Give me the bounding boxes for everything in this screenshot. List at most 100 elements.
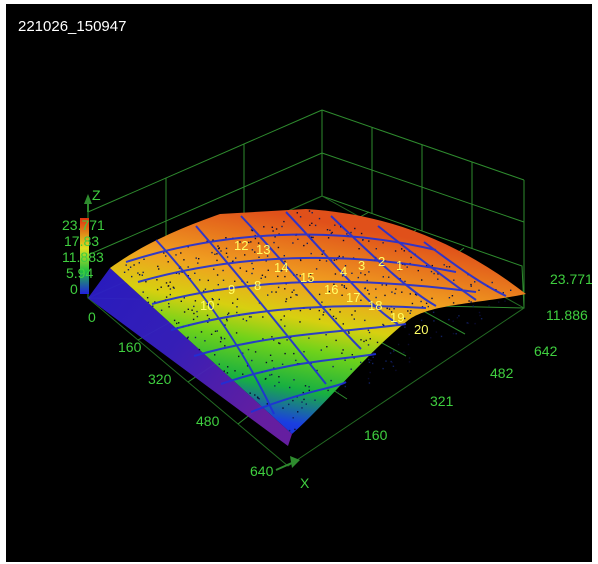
x-tick: 0	[88, 309, 96, 325]
z-axis-label: Z	[92, 187, 101, 203]
point-speckle	[245, 270, 248, 272]
point-speckle	[364, 319, 366, 322]
point-speckle	[290, 296, 292, 299]
cell-label: 18	[368, 298, 382, 313]
point-speckle	[409, 293, 411, 295]
point-speckle	[278, 376, 280, 378]
point-speckle	[178, 322, 180, 324]
point-speckle	[213, 268, 215, 270]
point-speckle	[227, 313, 229, 316]
point-speckle	[452, 320, 454, 322]
point-speckle	[183, 297, 185, 299]
point-cloud-3d-plot[interactable]: 10 9 8 12 14 15 16 17 18 19 20 13 4 3 2 …	[6, 4, 592, 562]
point-speckle	[382, 242, 384, 244]
point-speckle	[262, 338, 264, 340]
point-speckle	[334, 224, 336, 226]
point-speckle	[160, 309, 163, 311]
point-speckle	[143, 258, 145, 260]
point-speckle	[389, 352, 392, 354]
point-speckle	[284, 275, 286, 278]
point-speckle	[168, 306, 170, 308]
point-speckle	[334, 273, 337, 275]
point-speckle	[266, 255, 269, 257]
point-speckle	[340, 226, 342, 228]
point-speckle	[247, 348, 250, 351]
point-speckle	[204, 288, 207, 290]
point-speckle	[262, 316, 264, 318]
point-speckle	[273, 367, 275, 369]
point-speckle	[183, 259, 185, 261]
point-speckle	[265, 361, 268, 364]
point-speckle	[248, 316, 251, 318]
point-speckle	[360, 361, 362, 364]
point-speckle	[351, 272, 353, 274]
point-speckle	[333, 283, 335, 285]
point-speckle	[275, 291, 277, 293]
y-tick: 482	[490, 365, 514, 381]
point-speckle	[364, 287, 366, 290]
point-speckle	[425, 302, 428, 305]
point-speckle	[409, 312, 411, 314]
point-speckle	[504, 300, 506, 302]
point-speckle	[289, 309, 292, 311]
point-speckle	[479, 314, 481, 317]
point-speckle	[299, 309, 302, 312]
point-speckle	[327, 389, 329, 392]
point-speckle	[345, 287, 348, 290]
point-speckle	[448, 266, 451, 268]
point-speckle	[285, 298, 288, 300]
point-speckle	[250, 316, 252, 318]
point-speckle	[342, 256, 344, 258]
point-speckle	[456, 317, 459, 319]
point-speckle	[283, 315, 285, 317]
point-speckle	[381, 284, 383, 286]
point-speckle	[322, 314, 324, 316]
point-speckle	[169, 281, 171, 283]
point-speckle	[309, 308, 311, 310]
point-speckle	[472, 305, 474, 307]
point-speckle	[271, 336, 273, 338]
point-cloud-viewport[interactable]: 221026_150947	[6, 4, 592, 562]
point-speckle	[351, 314, 353, 316]
point-speckle	[427, 305, 429, 308]
x-axis-label: X	[300, 475, 310, 491]
point-speckle	[309, 273, 312, 275]
point-speckle	[328, 290, 330, 293]
point-speckle	[242, 318, 244, 320]
point-speckle	[399, 278, 401, 280]
point-speckle	[260, 277, 262, 279]
point-speckle	[158, 268, 160, 270]
point-speckle	[375, 296, 377, 299]
point-speckle	[388, 308, 391, 310]
point-speckle	[223, 370, 225, 372]
point-speckle	[296, 274, 298, 276]
point-speckle	[264, 276, 267, 278]
cell-label: 17	[346, 290, 360, 305]
point-speckle	[310, 279, 312, 281]
point-speckle	[318, 293, 321, 296]
point-speckle	[283, 220, 285, 223]
point-speckle	[338, 255, 340, 257]
point-speckle	[265, 377, 267, 380]
point-speckle	[194, 336, 197, 339]
point-speckle	[403, 351, 405, 354]
point-speckle	[220, 250, 222, 252]
point-speckle	[365, 339, 367, 342]
point-speckle	[474, 322, 476, 325]
point-speckle	[364, 274, 366, 276]
point-speckle	[133, 264, 135, 266]
cell-label: 14	[274, 260, 288, 275]
point-speckle	[256, 396, 259, 398]
point-speckle	[510, 289, 512, 291]
point-speckle	[437, 278, 439, 280]
point-speckle	[341, 284, 343, 286]
point-speckle	[220, 338, 223, 340]
point-speckle	[191, 309, 193, 311]
point-speckle	[498, 301, 500, 303]
point-speckle	[257, 397, 259, 399]
point-speckle	[172, 286, 175, 288]
z-tick: 23.771	[550, 271, 592, 287]
point-speckle	[218, 247, 220, 250]
point-speckle	[303, 244, 305, 247]
point-speckle	[173, 319, 176, 322]
